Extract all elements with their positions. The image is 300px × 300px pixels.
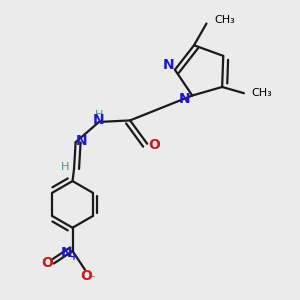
Text: O: O: [41, 256, 53, 270]
Text: O: O: [81, 269, 92, 283]
Text: H: H: [61, 162, 69, 172]
Text: +: +: [70, 252, 78, 262]
Text: N: N: [179, 92, 190, 106]
Text: CH₃: CH₃: [214, 15, 235, 26]
Text: N: N: [61, 246, 72, 260]
Text: CH₃: CH₃: [252, 88, 272, 98]
Text: N: N: [75, 134, 87, 148]
Text: O: O: [148, 138, 160, 152]
Text: H: H: [95, 110, 103, 120]
Text: ⁻: ⁻: [88, 273, 95, 286]
Text: N: N: [163, 58, 175, 72]
Text: N: N: [93, 113, 105, 128]
